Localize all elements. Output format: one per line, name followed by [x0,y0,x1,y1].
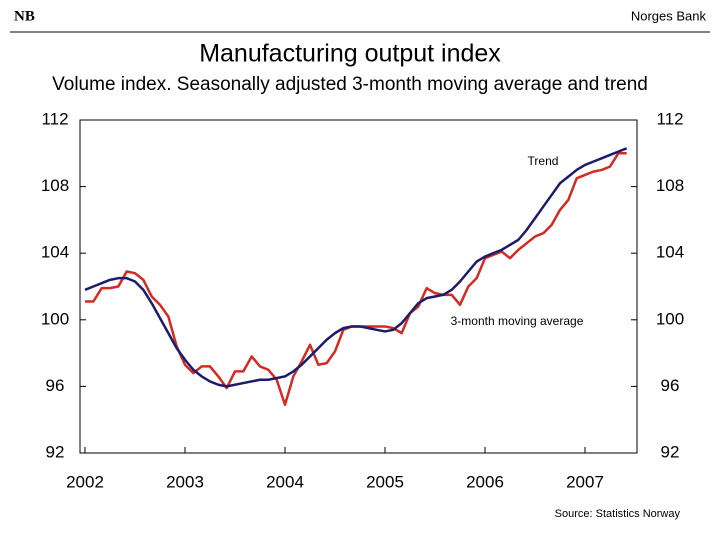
x-tick-label: 2007 [566,472,604,491]
y-tick-label: 104 [41,243,69,262]
chart-subtitle: Volume index. Seasonally adjusted 3-mont… [52,74,648,95]
x-tick-label: 2006 [466,472,504,491]
y2-tick-label: 104 [656,243,684,262]
y-tick-label: 96 [46,376,65,395]
source: Source: Statistics Norway [555,508,681,520]
y-tick-label: 108 [41,176,69,195]
plot-frame [79,119,638,454]
y-tick-label: 92 [46,442,65,461]
y2-tick-label: 92 [661,442,680,461]
y2-tick-label: 108 [656,176,684,195]
x-tick-label: 2002 [66,472,104,491]
x-tick-label: 2005 [366,472,404,491]
y-tick-label: 100 [41,309,69,328]
y2-tick-label: 100 [656,309,684,328]
series-line [84,147,628,388]
annotation: 3-month moving average [451,314,584,328]
y-tick-label: 112 [41,109,68,128]
annotation: Trend [528,154,559,168]
y2-tick-label: 96 [661,376,680,395]
logo: NB [14,8,35,24]
x-tick-label: 2004 [266,472,304,491]
brand: Norges Bank [631,8,707,23]
chart-title: Manufacturing output index [199,40,501,68]
x-tick-label: 2003 [166,472,204,491]
y2-tick-label: 112 [656,109,683,128]
series-line [85,152,627,406]
